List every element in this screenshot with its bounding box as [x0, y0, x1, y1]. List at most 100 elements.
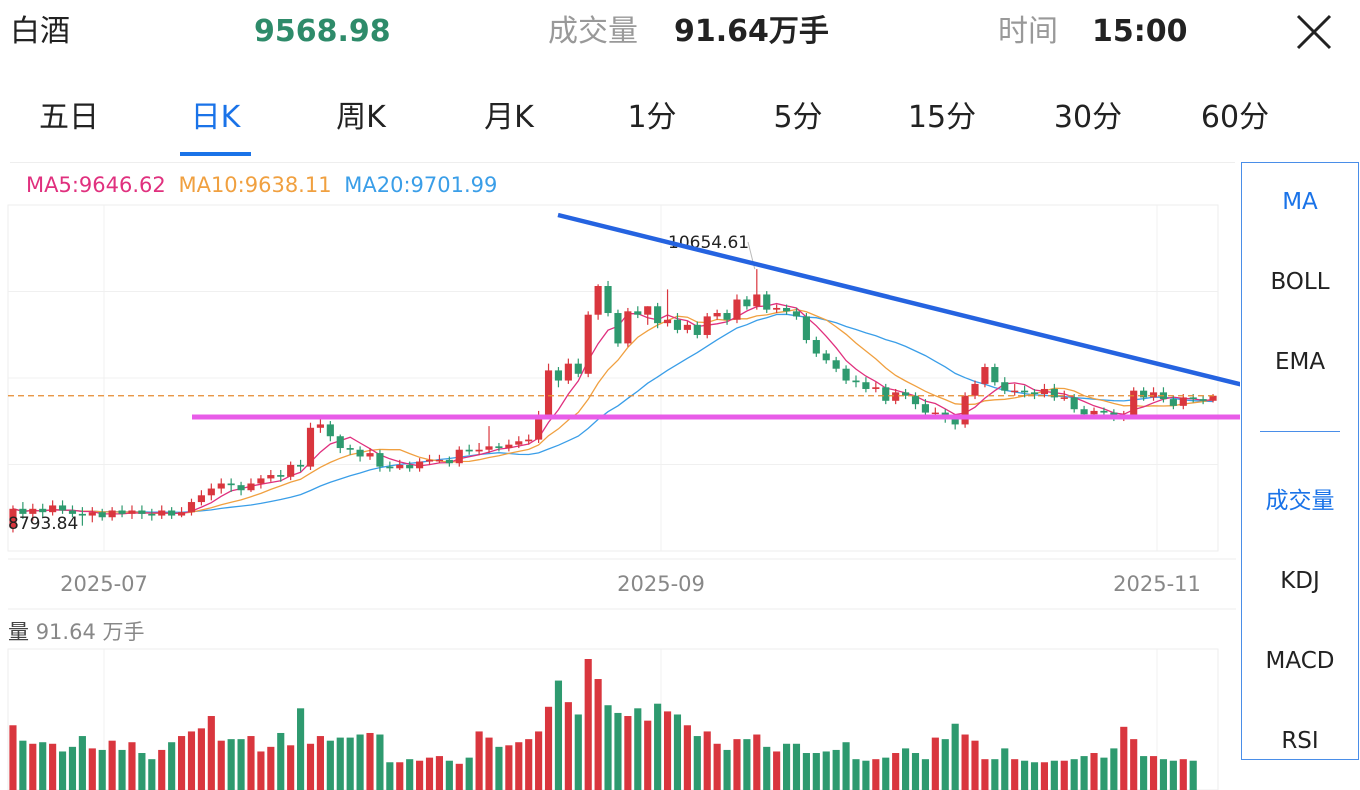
- tabs-divider: [10, 162, 1235, 163]
- volume-bar: [128, 742, 136, 790]
- volume-bar: [773, 751, 781, 790]
- candle-down: [406, 464, 414, 469]
- candle-up: [316, 424, 324, 428]
- candle-down: [78, 513, 86, 516]
- candle-up: [753, 294, 761, 307]
- candle-up: [981, 367, 989, 384]
- x-tick-label: 2025-09: [617, 572, 705, 596]
- candle-up: [931, 412, 939, 415]
- indicator-ma[interactable]: MA: [1282, 189, 1318, 215]
- indicator-volume[interactable]: 成交量: [1265, 488, 1335, 514]
- candle-up: [1090, 410, 1098, 415]
- candle-up: [88, 512, 96, 516]
- index-name: 白酒: [10, 14, 70, 49]
- tab-1min[interactable]: 1分: [624, 98, 680, 154]
- candle-up: [455, 449, 463, 464]
- tab-label: 5分: [773, 100, 823, 135]
- candle-up: [544, 370, 553, 416]
- candle-down: [1001, 382, 1009, 391]
- candle-up: [207, 488, 215, 496]
- tab-five-day[interactable]: 五日: [36, 98, 102, 154]
- tab-daily-k[interactable]: 日K: [180, 98, 251, 156]
- candle-down: [98, 512, 106, 518]
- indicator-ema[interactable]: EMA: [1274, 349, 1326, 375]
- volume-bar: [515, 742, 523, 790]
- volume-bar: [1060, 760, 1068, 790]
- volume-bar: [1140, 756, 1148, 790]
- tab-30min[interactable]: 30分: [1050, 98, 1126, 154]
- volume-grid-frame: [7, 648, 1219, 790]
- candle-down: [1080, 409, 1088, 415]
- candle-down: [68, 510, 77, 514]
- candle-down: [574, 363, 582, 374]
- candle-down: [822, 353, 830, 361]
- indicator-kdj[interactable]: KDJ: [1280, 568, 1320, 594]
- candle-down: [58, 505, 67, 511]
- tab-label: 15分: [907, 100, 977, 135]
- candle-up: [515, 441, 523, 445]
- volume-bar: [1030, 762, 1039, 790]
- tab-label: 周K: [336, 100, 386, 135]
- candle-up: [1179, 397, 1187, 406]
- volume-bar: [495, 746, 503, 790]
- volume-bar: [58, 751, 67, 790]
- x-tick-label: 2025-11: [1113, 572, 1201, 596]
- volume-bar: [683, 725, 691, 790]
- volume-bar: [1040, 762, 1049, 790]
- candle-down: [346, 448, 354, 450]
- volume-bar: [812, 753, 820, 790]
- volume-bar: [544, 706, 553, 790]
- volume-bar: [416, 760, 424, 790]
- volume-bar: [9, 725, 17, 790]
- volume-bar: [564, 702, 572, 790]
- indicator-rsi[interactable]: RSI: [1281, 728, 1319, 754]
- volume-bar: [435, 756, 444, 790]
- candle-down: [1140, 390, 1148, 398]
- volume-bar: [465, 757, 473, 790]
- candle-down: [227, 483, 235, 486]
- candle-up: [29, 508, 37, 514]
- tab-5min[interactable]: 5分: [768, 98, 828, 154]
- volume-bar: [237, 739, 245, 790]
- volume-bar: [425, 757, 434, 790]
- volume-bar: [584, 659, 592, 790]
- candle-up: [1060, 397, 1068, 399]
- candle-up: [1209, 395, 1217, 401]
- volume-bar: [217, 740, 225, 790]
- volume-bar: [1001, 748, 1009, 790]
- volume-bar: [1169, 760, 1177, 790]
- volume-bar: [743, 739, 751, 790]
- candle-down: [763, 294, 771, 310]
- ma-legend: MA5:9646.62 MA10:9638.11 MA20:9701.99: [26, 170, 503, 200]
- candle-up: [713, 313, 721, 317]
- tab-label: 30分: [1053, 100, 1123, 135]
- candle-down: [792, 311, 801, 317]
- volume-bar: [306, 743, 315, 790]
- candle-down: [743, 299, 751, 307]
- tab-15min[interactable]: 15分: [906, 98, 978, 154]
- indicator-boll[interactable]: BOLL: [1270, 269, 1330, 295]
- tab-60min[interactable]: 60分: [1196, 98, 1274, 154]
- volume-bar: [1090, 753, 1098, 790]
- candle-down: [693, 324, 701, 335]
- candle-up: [247, 483, 255, 491]
- ma5-line: [12, 302, 1214, 515]
- volume-bar: [1159, 759, 1168, 790]
- volume-bar: [634, 708, 642, 790]
- candle-down: [882, 387, 890, 401]
- volume-bar: [277, 732, 285, 790]
- volume-bar: [29, 743, 37, 790]
- volume-bar: [197, 728, 205, 790]
- tab-monthly-k[interactable]: 月K: [478, 98, 540, 154]
- tab-label: 五日: [39, 100, 99, 135]
- descending-trendline: [557, 212, 1240, 387]
- candle-up: [177, 512, 186, 516]
- indicator-macd[interactable]: MACD: [1265, 648, 1335, 674]
- candle-down: [1189, 397, 1197, 400]
- volume-bar: [882, 757, 890, 790]
- volume-bar: [961, 734, 969, 790]
- candle-down: [614, 313, 622, 344]
- close-icon[interactable]: [1292, 10, 1336, 54]
- tab-weekly-k[interactable]: 周K: [330, 98, 392, 154]
